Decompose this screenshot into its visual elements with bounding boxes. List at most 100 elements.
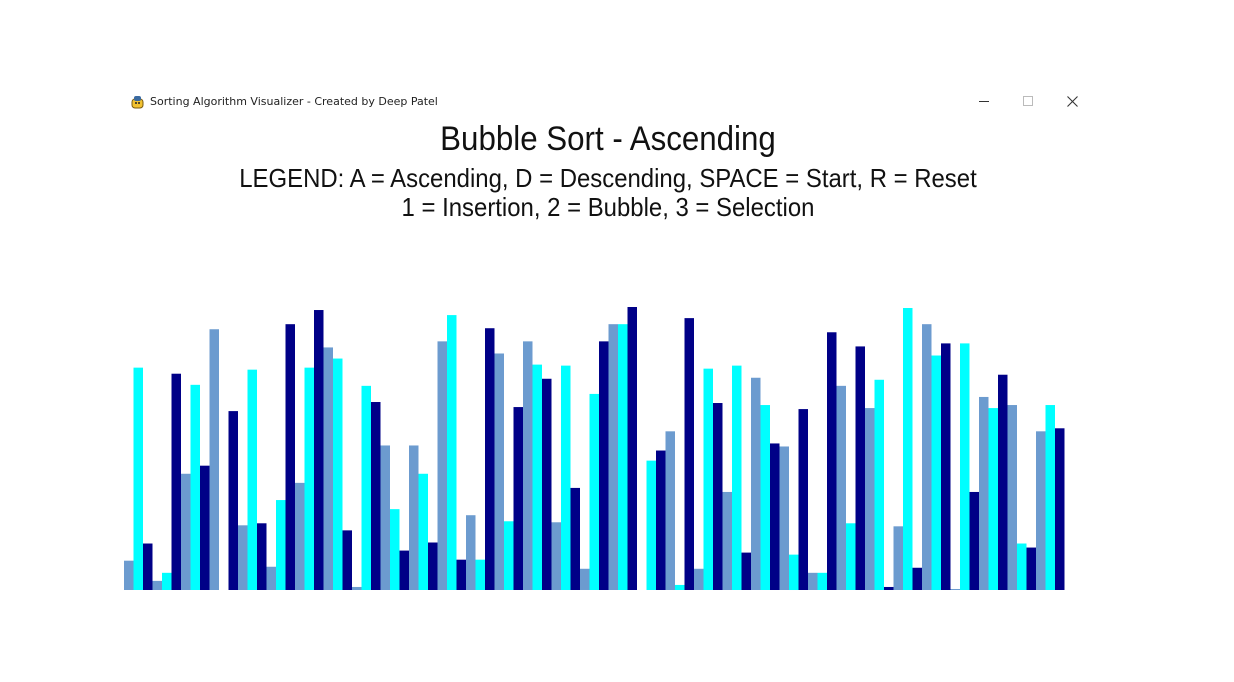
window-title: Sorting Algorithm Visualizer - Created b… — [150, 95, 438, 108]
bar — [304, 367, 314, 590]
bar — [855, 346, 865, 590]
bar — [722, 491, 732, 590]
bar — [846, 523, 856, 590]
bar — [494, 353, 504, 590]
bar — [703, 368, 713, 590]
bar — [969, 491, 979, 590]
bar — [1055, 428, 1065, 590]
bar — [941, 343, 951, 590]
bar — [295, 482, 305, 590]
bar — [276, 500, 286, 590]
bar — [713, 403, 723, 590]
bar — [1017, 543, 1027, 590]
bar — [504, 521, 514, 590]
bar — [589, 393, 599, 590]
bar — [371, 402, 381, 590]
minimize-button[interactable] — [962, 86, 1006, 116]
bar — [561, 365, 571, 590]
app-window: Sorting Algorithm Visualizer - Created b… — [120, 86, 1092, 596]
bar — [162, 572, 172, 590]
bar — [979, 396, 989, 590]
bar — [542, 378, 552, 590]
bar — [124, 560, 134, 590]
bar — [884, 586, 894, 590]
minimize-icon — [979, 101, 989, 102]
bar — [181, 473, 191, 590]
bar — [152, 580, 162, 590]
algorithm-title: Bubble Sort - Ascending — [440, 120, 776, 158]
bar — [1007, 405, 1017, 590]
bar — [485, 328, 495, 590]
bar — [133, 367, 143, 590]
bar — [732, 365, 742, 590]
bar — [342, 530, 352, 590]
bar — [903, 308, 913, 590]
bar — [1036, 431, 1046, 590]
bar — [618, 324, 628, 590]
legend-keys-line: LEGEND: A = Ascending, D = Descending, S… — [239, 163, 977, 193]
bar — [665, 431, 675, 590]
bar — [741, 552, 751, 590]
bar — [760, 405, 770, 590]
bar — [285, 324, 295, 590]
bar — [912, 567, 922, 590]
close-icon — [1066, 95, 1078, 107]
bar — [437, 341, 447, 590]
bar — [209, 329, 219, 590]
bar-chart — [124, 307, 1065, 591]
maximize-icon — [1023, 96, 1033, 106]
bar — [257, 523, 267, 590]
bar — [789, 554, 799, 591]
bar — [988, 408, 998, 590]
bar — [447, 315, 457, 590]
pygame-snake-icon — [131, 96, 144, 109]
bar — [570, 487, 580, 590]
bar — [960, 343, 970, 590]
bar — [333, 358, 343, 590]
bar — [893, 526, 903, 590]
bar — [779, 446, 789, 590]
bar — [523, 341, 533, 590]
bar — [1045, 405, 1055, 590]
close-button[interactable] — [1050, 86, 1094, 116]
bar — [456, 559, 466, 590]
bar — [428, 542, 438, 590]
bar — [817, 572, 827, 590]
bar — [865, 408, 875, 590]
bar — [836, 385, 846, 590]
bar — [200, 465, 210, 590]
bar — [399, 550, 409, 590]
bar — [323, 347, 333, 590]
bar — [998, 374, 1008, 590]
bar — [684, 318, 694, 590]
bar — [922, 324, 932, 590]
bar — [694, 568, 704, 590]
bar — [409, 445, 419, 590]
bar — [532, 364, 542, 590]
bar — [361, 385, 371, 590]
bar — [798, 409, 808, 590]
maximize-button[interactable] — [1006, 86, 1050, 116]
bar — [314, 310, 324, 590]
bar — [608, 324, 618, 590]
bar — [580, 568, 590, 590]
bar — [1026, 547, 1036, 590]
bar — [228, 411, 238, 590]
bar — [238, 525, 248, 590]
bar — [352, 586, 362, 590]
bar — [171, 373, 181, 590]
bar — [950, 588, 960, 590]
bar — [808, 572, 818, 590]
bar — [770, 443, 780, 590]
bar — [190, 384, 200, 590]
legend-algorithms-line: 1 = Insertion, 2 = Bubble, 3 = Selection — [401, 192, 815, 222]
bar — [931, 355, 941, 590]
bar — [675, 584, 685, 590]
title-bar[interactable]: Sorting Algorithm Visualizer - Created b… — [120, 86, 1092, 118]
bar — [751, 377, 761, 590]
bar — [418, 473, 428, 590]
bar — [247, 369, 257, 590]
bar — [599, 341, 609, 590]
bar — [827, 332, 837, 590]
bar — [646, 460, 656, 590]
